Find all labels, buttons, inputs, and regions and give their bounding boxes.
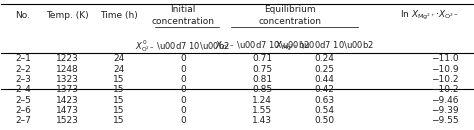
Text: 1523: 1523 xyxy=(56,116,79,125)
Text: 0.75: 0.75 xyxy=(252,65,272,74)
Text: 1423: 1423 xyxy=(56,96,79,105)
Text: 2–7: 2–7 xyxy=(16,116,31,125)
Text: −9.46: −9.46 xyxy=(431,96,458,105)
Text: 2–1: 2–1 xyxy=(16,54,31,63)
Text: 2–5: 2–5 xyxy=(16,96,31,105)
Text: 24: 24 xyxy=(114,54,125,63)
Text: −9.55: −9.55 xyxy=(431,116,458,125)
Text: 15: 15 xyxy=(113,96,125,105)
Text: $X_{\mathrm{O^{2-}}}^{\,0}$ \u00d7 10\u00b2: $X_{\mathrm{O^{2-}}}^{\,0}$ \u00d7 10\u0… xyxy=(136,38,230,54)
Text: 2–3: 2–3 xyxy=(16,75,31,84)
Text: 0.54: 0.54 xyxy=(314,106,334,115)
Text: 0.81: 0.81 xyxy=(252,75,272,84)
Text: 0.50: 0.50 xyxy=(314,116,334,125)
Text: 0: 0 xyxy=(180,116,186,125)
Text: −9.39: −9.39 xyxy=(431,106,458,115)
Text: 0: 0 xyxy=(180,106,186,115)
Text: 1223: 1223 xyxy=(56,54,79,63)
Text: 0.71: 0.71 xyxy=(252,54,272,63)
Text: 1248: 1248 xyxy=(56,65,79,74)
Text: 0: 0 xyxy=(180,85,186,94)
Text: 1473: 1473 xyxy=(56,106,79,115)
Text: 24: 24 xyxy=(114,65,125,74)
Text: 0.24: 0.24 xyxy=(314,54,334,63)
Text: Initial: Initial xyxy=(170,5,195,14)
Text: 0: 0 xyxy=(180,75,186,84)
Text: 0.25: 0.25 xyxy=(314,65,334,74)
Text: 1.55: 1.55 xyxy=(252,106,272,115)
Text: −11.0: −11.0 xyxy=(431,54,458,63)
Text: ln $X_{\mathrm{Mg^{2+}}}$$\cdot$$X_{\mathrm{O^{2-}}}$: ln $X_{\mathrm{Mg^{2+}}}$$\cdot$$X_{\mat… xyxy=(400,9,458,22)
Text: −10.2: −10.2 xyxy=(431,75,458,84)
Text: $X_{\mathrm{O^{2-}}}$ \u00d7 10\u00b2: $X_{\mathrm{O^{2-}}}$ \u00d7 10\u00b2 xyxy=(215,40,310,53)
Text: 1.24: 1.24 xyxy=(252,96,272,105)
Text: 15: 15 xyxy=(113,85,125,94)
Text: 0.85: 0.85 xyxy=(252,85,272,94)
Text: 1.43: 1.43 xyxy=(252,116,272,125)
Text: 1373: 1373 xyxy=(56,85,79,94)
Text: 0.63: 0.63 xyxy=(314,96,334,105)
Text: 0.42: 0.42 xyxy=(314,85,334,94)
Text: Equilibrium: Equilibrium xyxy=(264,5,316,14)
Text: 2–6: 2–6 xyxy=(16,106,31,115)
Text: No.: No. xyxy=(16,11,30,20)
Text: −10.9: −10.9 xyxy=(431,65,458,74)
Text: Temp. (K): Temp. (K) xyxy=(46,11,89,20)
Text: 0: 0 xyxy=(180,65,186,74)
Text: 15: 15 xyxy=(113,75,125,84)
Text: 15: 15 xyxy=(113,106,125,115)
Text: concentration: concentration xyxy=(151,17,214,26)
Text: 0.44: 0.44 xyxy=(314,75,334,84)
Text: 0: 0 xyxy=(180,54,186,63)
Text: 2–2: 2–2 xyxy=(16,65,31,74)
Text: Time (h): Time (h) xyxy=(100,11,138,20)
Text: concentration: concentration xyxy=(259,17,322,26)
Text: $X_{\mathrm{Mg^{2+}}}$ \u00d7 10\u00b2: $X_{\mathrm{Mg^{2+}}}$ \u00d7 10\u00b2 xyxy=(275,40,374,53)
Text: 15: 15 xyxy=(113,116,125,125)
Text: 2–4: 2–4 xyxy=(16,85,31,94)
Text: −10.2: −10.2 xyxy=(431,85,458,94)
Text: 0: 0 xyxy=(180,96,186,105)
Text: 1323: 1323 xyxy=(56,75,79,84)
